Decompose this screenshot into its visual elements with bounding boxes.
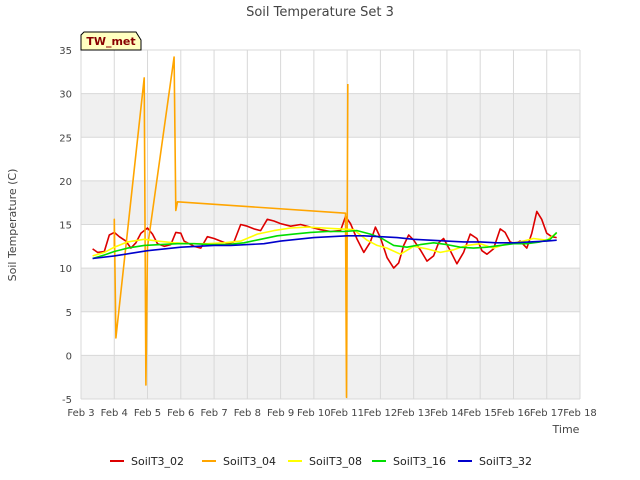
x-tick-label: Feb 16 (497, 408, 531, 419)
gridlines (80, 49, 581, 400)
y-tick-label: 10 (59, 264, 72, 275)
legend-item: SoilT3_32 (458, 455, 532, 468)
x-tick-label: Feb 6 (167, 408, 194, 419)
x-tick-label: Feb 17 (530, 408, 564, 419)
x-tick-label: Feb 3 (67, 408, 94, 419)
tw-met-badge-shape (80, 31, 142, 51)
series-group (92, 56, 558, 399)
y-tick-label: 0 (66, 351, 72, 362)
plot-band (81, 180, 580, 225)
legend-item: SoilT3_02 (110, 455, 184, 468)
series-line-soilt3-04 (113, 56, 349, 399)
x-tick-label: Feb 10 (297, 408, 331, 419)
x-tick-label: Feb 14 (430, 408, 464, 419)
x-tick-label: Feb 4 (101, 408, 128, 419)
x-tick-label: Feb 13 (397, 408, 431, 419)
x-tick-label: Feb 9 (267, 408, 294, 419)
x-axis-label: Time (552, 423, 580, 436)
plot-band (81, 355, 580, 399)
series-line-soilt3-02 (92, 210, 557, 269)
legend-label: SoilT3_02 (131, 455, 184, 468)
legend-label: SoilT3_16 (393, 455, 446, 468)
x-tick-label: Feb 8 (234, 408, 261, 419)
y-tick-label: 15 (59, 221, 72, 232)
legend-label: SoilT3_04 (223, 455, 276, 468)
x-tick-label: Feb 18 (563, 408, 597, 419)
series-line-soilt3-16 (92, 229, 558, 260)
axis-ticks: -5 0 5 10 15 20 25 30 35 Feb 3 Feb 4 Feb 5 Feb 6 Feb … (59, 46, 597, 419)
legend-item: SoilT3_04 (202, 455, 276, 468)
y-tick-label: -5 (62, 395, 72, 406)
tw-met-badge-text: TW_met (86, 35, 135, 48)
tw-met-badge: TW_met (80, 31, 142, 51)
y-tick-label: 20 (59, 177, 72, 188)
x-tick-label: Feb 5 (134, 408, 161, 419)
y-tick-label: 35 (59, 46, 72, 57)
x-tick-label: Feb 12 (364, 408, 398, 419)
legend: SoilT3_02 SoilT3_04 SoilT3_08 SoilT3_16 Soil… (110, 455, 532, 468)
y-axis-label: Soil Temperature (C) (6, 169, 19, 282)
y-tick-label: 30 (59, 90, 72, 101)
y-tick-label: 25 (59, 133, 72, 144)
plot-band (81, 268, 580, 312)
legend-label: SoilT3_08 (309, 455, 362, 468)
legend-label: SoilT3_32 (479, 455, 532, 468)
x-tick-label: Feb 15 (463, 408, 497, 419)
series-line-soilt3-32 (92, 235, 557, 260)
plot-band (81, 93, 580, 138)
x-tick-label: Feb 7 (200, 408, 227, 419)
legend-item: SoilT3_16 (372, 455, 446, 468)
chart-title: Soil Temperature Set 3 (246, 5, 394, 20)
x-tick-label: Feb 11 (330, 408, 364, 419)
series-line-soilt3-08 (92, 226, 558, 257)
legend-item: SoilT3_08 (288, 455, 362, 468)
y-tick-label: 5 (66, 308, 72, 319)
